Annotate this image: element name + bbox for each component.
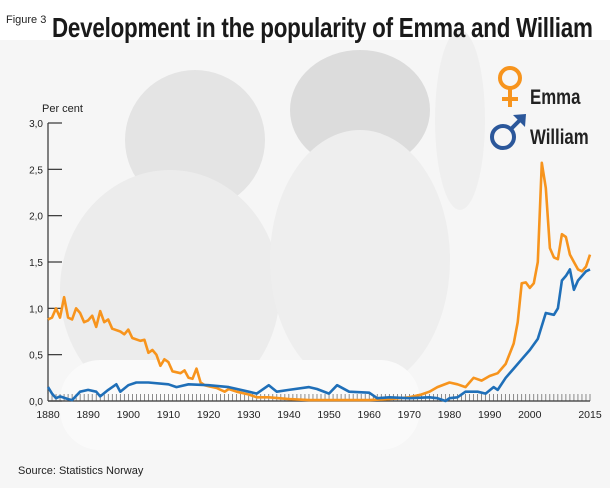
y-tick-label: 1,5: [29, 258, 43, 269]
legend-label-emma: Emma: [530, 86, 581, 109]
x-tick-label: 1980: [438, 409, 462, 421]
x-tick-label: 1880: [36, 409, 60, 421]
x-tick-label: 1930: [237, 409, 261, 421]
female-symbol-icon: [498, 66, 522, 107]
series-line-william: [46, 268, 591, 403]
x-tick-label: 2015: [578, 409, 602, 421]
y-axis-label: Per cent: [42, 103, 83, 115]
y-tick-label: 2,5: [29, 165, 43, 176]
y-tick-label: 2,0: [29, 212, 43, 223]
y-tick-label: 0,5: [29, 351, 43, 362]
x-tick-label: 1940: [277, 409, 301, 421]
x-tick-label: 1990: [478, 409, 502, 421]
x-tick-label: 1960: [358, 409, 382, 421]
series-line-emma: [47, 161, 592, 402]
x-tick-label: 1950: [317, 409, 341, 421]
y-tick-label: 3,0: [29, 119, 43, 130]
chart-title: Development in the popularity of Emma an…: [52, 12, 593, 43]
x-tick-label: 1900: [117, 409, 141, 421]
x-tick-label: 1890: [76, 409, 100, 421]
y-tick-label: 0,0: [29, 397, 43, 408]
legend-item-emma: Emma: [494, 64, 593, 110]
legend-item-william: William: [487, 112, 603, 152]
x-tick-label: 2000: [518, 409, 542, 421]
source-note: Source: Statistics Norway: [18, 465, 144, 477]
figure-label: Figure 3: [6, 14, 47, 26]
legend-label-william: William: [530, 126, 589, 149]
x-tick-label: 1920: [197, 409, 221, 421]
y-tick-label: 1,0: [29, 304, 43, 315]
x-tick-label: 1970: [398, 409, 422, 421]
x-tick-label: 1910: [157, 409, 181, 421]
male-symbol-icon: [490, 114, 526, 150]
